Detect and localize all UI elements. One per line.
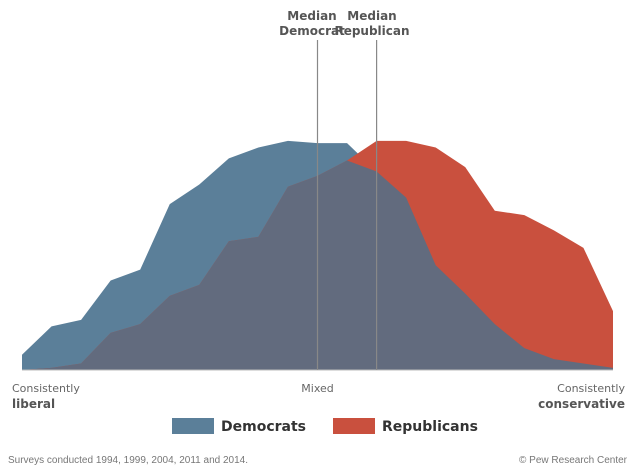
x-tick-label: Consistently [557,382,625,395]
legend-swatch-democrats [172,418,214,434]
footer-note: Surveys conducted 1994, 1999, 2004, 2011… [8,455,248,466]
x-tick-sublabel: liberal [12,397,55,411]
legend-swatch-republicans [333,418,375,434]
x-axis-labels: Consistently liberal Mixed Consistently cons… [12,382,625,411]
x-tick-label: Consistently [12,382,80,395]
median-label: Republican [334,24,409,38]
legend: Democrats Republicans [172,418,478,435]
legend-label-democrats: Democrats [221,419,306,435]
median-label: Democrat [279,24,345,38]
x-tick-sublabel: conservative [538,397,625,411]
x-tick-label: Mixed [301,382,333,395]
footer-source: © Pew Research Center [519,455,628,466]
median-label: Median [347,9,396,23]
legend-label-republicans: Republicans [382,419,478,435]
median-label: Median [287,9,336,23]
